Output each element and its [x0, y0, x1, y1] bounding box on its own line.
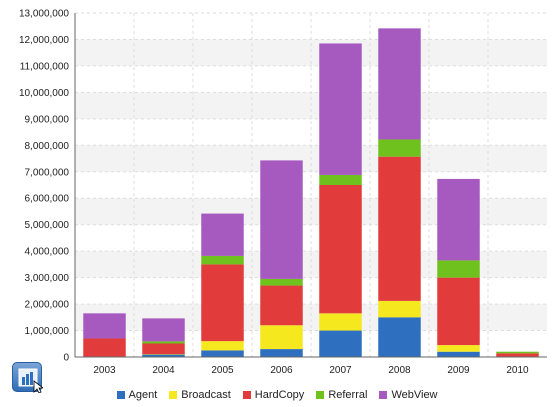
legend-label: Agent [128, 389, 158, 401]
bar-segment-referral-2008[interactable] [378, 139, 421, 157]
legend-item-webview[interactable]: WebView [379, 389, 438, 401]
bar-segment-broadcast-2008[interactable] [378, 300, 421, 318]
legend-item-hardcopy[interactable]: HardCopy [242, 389, 305, 401]
bar-segment-hardcopy-2004[interactable] [142, 343, 185, 355]
bar-segment-broadcast-2006[interactable] [260, 325, 303, 350]
bar-segment-agent-2004[interactable] [142, 354, 185, 357]
legend-label: WebView [391, 389, 438, 401]
bar-segment-referral-2006[interactable] [260, 278, 303, 286]
bar-segment-referral-2010[interactable] [496, 351, 539, 354]
x-tick-label: 2010 [506, 365, 529, 376]
bar-segment-referral-2007[interactable] [319, 174, 362, 185]
bar-segment-webview-2003[interactable] [83, 313, 126, 339]
bar-segment-agent-2005[interactable] [201, 350, 244, 357]
x-tick-label: 2005 [211, 365, 234, 376]
y-tick-label: 9,000,000 [25, 114, 70, 125]
legend-item-agent[interactable]: Agent [116, 389, 158, 401]
x-tick-label: 2009 [447, 365, 470, 376]
legend-swatch [379, 391, 388, 399]
x-tick-label: 2007 [329, 365, 352, 376]
bar-segment-hardcopy-2005[interactable] [201, 264, 244, 342]
bar-segment-webview-2009[interactable] [437, 178, 480, 261]
legend-swatch [116, 391, 125, 399]
bars [83, 28, 539, 358]
bar-segment-hardcopy-2003[interactable] [83, 338, 126, 357]
bar-segment-hardcopy-2007[interactable] [319, 185, 362, 314]
legend-swatch [169, 391, 178, 399]
y-tick-label: 11,000,000 [20, 61, 70, 72]
y-tick-label: 13,000,000 [19, 9, 69, 20]
x-tick-label: 2003 [93, 365, 116, 376]
bar-segment-webview-2008[interactable] [378, 28, 421, 140]
legend-label: Referral [328, 389, 368, 401]
bar-segment-webview-2005[interactable] [201, 213, 244, 256]
bar-segment-referral-2005[interactable] [201, 255, 244, 265]
bar-segment-webview-2004[interactable] [142, 318, 185, 342]
y-tick-label: 4,000,000 [25, 247, 70, 258]
bar-segment-broadcast-2005[interactable] [201, 341, 244, 351]
bar-segment-agent-2006[interactable] [260, 349, 303, 357]
bar-segment-agent-2009[interactable] [437, 351, 480, 357]
x-tick-labels: 2003 2004 2005 2006 2007 2008 2009 2010 [93, 365, 529, 376]
bar-segment-agent-2007[interactable] [319, 330, 362, 357]
bar-segment-hardcopy-2010[interactable] [496, 353, 539, 357]
bar-segment-hardcopy-2006[interactable] [260, 285, 303, 326]
bar-segment-referral-2004[interactable] [142, 341, 185, 344]
bar-segment-referral-2009[interactable] [437, 260, 480, 278]
y-tick-label: 7,000,000 [25, 167, 70, 178]
legend: Agent Broadcast HardCopy Referral WebView [0, 386, 554, 404]
bar-segment-broadcast-2004[interactable] [142, 354, 185, 355]
bar-segment-broadcast-2009[interactable] [437, 345, 480, 352]
bar-segment-broadcast-2007[interactable] [319, 313, 362, 331]
y-tick-label: 0 [63, 353, 69, 364]
x-tick-label: 2004 [152, 365, 175, 376]
y-tick-labels: 0 1,000,000 2,000,000 3,000,000 4,000,000 5,0… [19, 9, 70, 364]
legend-item-broadcast[interactable]: Broadcast [169, 389, 231, 401]
chart-tool-button[interactable] [12, 362, 45, 394]
y-tick-label: 6,000,000 [25, 194, 70, 205]
x-tick-label: 2006 [270, 365, 293, 376]
bar-segment-hardcopy-2009[interactable] [437, 277, 480, 346]
legend-swatch [316, 391, 325, 399]
y-tick-label: 10,000,000 [19, 88, 69, 99]
legend-label: Broadcast [181, 389, 231, 401]
y-tick-label: 1,000,000 [25, 326, 70, 337]
axes [74, 13, 547, 358]
y-tick-label: 5,000,000 [25, 220, 70, 231]
bar-segment-hardcopy-2008[interactable] [378, 156, 421, 301]
y-tick-label: 12,000,000 [19, 35, 69, 46]
legend-swatch [242, 391, 251, 399]
x-tick-label: 2008 [388, 365, 411, 376]
y-tick-label: 3,000,000 [25, 273, 70, 284]
chart-tool-icon [18, 368, 45, 394]
y-tick-label: 2,000,000 [25, 300, 70, 311]
bar-segment-agent-2008[interactable] [378, 317, 421, 357]
y-tick-label: 8,000,000 [25, 141, 70, 152]
bar-segment-webview-2007[interactable] [319, 43, 362, 175]
legend-item-referral[interactable]: Referral [316, 389, 367, 401]
bar-segment-webview-2006[interactable] [260, 160, 303, 279]
legend-label: HardCopy [254, 389, 305, 401]
